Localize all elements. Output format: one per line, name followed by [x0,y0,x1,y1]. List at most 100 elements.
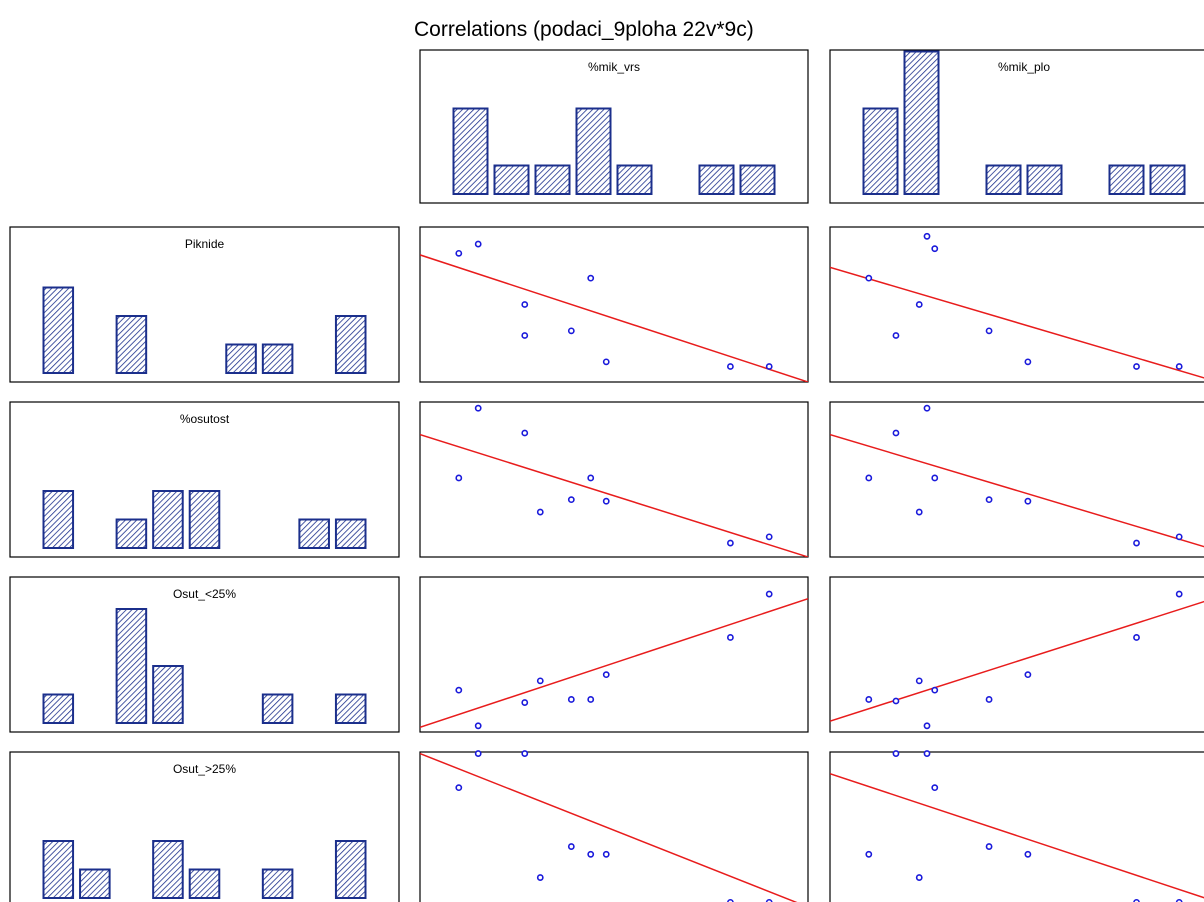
data-point [587,850,595,858]
data-point [923,750,931,757]
data-point [602,358,610,366]
data-point [587,696,595,703]
data-point [985,696,993,703]
variable-label-mik-vrs: %mik_vrs [588,60,640,74]
data-point [892,429,900,437]
data-point [455,249,463,257]
data-point [455,784,463,792]
chart-title: Correlations (podaci_9ploha 22v*9c) [414,18,754,41]
scatter-frame-mik-plo-vs-piknide [829,226,1204,383]
variable-label-piknide: Piknide [185,237,225,251]
regression-line [420,597,808,729]
histogram-bar [534,164,571,195]
histogram-bar [1108,164,1145,195]
data-point [587,274,595,282]
data-point [1024,358,1032,366]
data-point [985,843,993,850]
histogram-bar [862,107,899,195]
data-point [521,429,529,437]
data-point [474,750,482,757]
data-point [985,496,993,504]
data-point [727,539,734,547]
histogram-bar [1149,164,1186,195]
histogram-bar [115,518,148,549]
histogram-bar [42,490,75,549]
data-point [536,508,544,516]
histogram-bar [261,868,294,899]
variable-label-osut-25: Osut_<25% [173,587,236,601]
data-point [727,898,734,902]
data-point [1175,363,1183,370]
data-point [892,750,900,757]
data-point [1133,363,1140,370]
data-point [521,699,529,706]
data-point [915,508,923,516]
histogram-bar [188,868,221,899]
data-point [915,874,923,881]
data-point [602,671,610,679]
variable-label-osut-25: Osut_>25% [173,762,236,776]
data-point [931,784,939,792]
variable-label-osutost: %osutost [180,412,230,426]
histogram-bar [152,490,184,549]
data-point [1175,590,1183,598]
scatter-frame-mik-plo-vs-osutost [829,401,1204,558]
regression-line [830,266,1204,379]
data-point [1133,539,1140,547]
regression-line [420,752,798,902]
histogram-bar [452,107,489,195]
data-point [892,332,900,339]
data-point [765,898,773,902]
data-point [931,686,939,694]
histogram-bar [261,343,294,374]
histogram-bar [575,107,612,195]
histogram-bar [298,518,330,549]
data-point [865,696,873,703]
scatter-frame-mik-plo-vs-osut-25 [829,576,1204,733]
histogram-bar [334,840,367,899]
panels-layer: %mik_vrs %mik_plo Piknide %osutost Osut_<25%… [9,49,1204,902]
histogram-bar [493,164,530,195]
histogram-bar [79,868,111,899]
histogram-bar [42,286,75,374]
data-point [536,874,544,881]
data-point [602,850,610,858]
data-point [1175,533,1183,541]
data-point [865,474,873,482]
data-point [892,697,900,705]
regression-line [830,433,1204,548]
data-point [474,722,482,730]
data-point [727,363,734,370]
histogram-bar [152,840,184,899]
regression-line [420,433,808,557]
data-point [567,496,575,504]
histogram-bar [985,164,1022,195]
histogram-bar [42,693,75,724]
data-point [865,274,873,282]
histogram-bar [616,164,653,195]
data-point [474,404,482,412]
histogram-frame-osut-25 [9,576,400,733]
data-point [567,327,575,335]
histogram-bar [903,50,940,195]
histogram-bar [334,518,367,549]
histogram-bar [152,665,184,724]
data-point [727,634,734,641]
data-point [865,850,873,858]
regression-line [420,254,808,382]
data-point [1133,898,1140,902]
data-point [1024,850,1032,858]
data-point [765,533,773,541]
data-point [1024,671,1032,679]
histogram-bar [188,490,221,549]
data-point [567,696,575,703]
data-point [915,677,923,685]
data-point [455,474,463,482]
histogram-bar [334,693,367,724]
data-point [765,363,773,370]
histogram-frame-piknide [9,226,400,383]
data-point [1024,497,1032,505]
data-point [931,474,939,482]
data-point [521,332,529,339]
histogram-bar [42,840,75,899]
